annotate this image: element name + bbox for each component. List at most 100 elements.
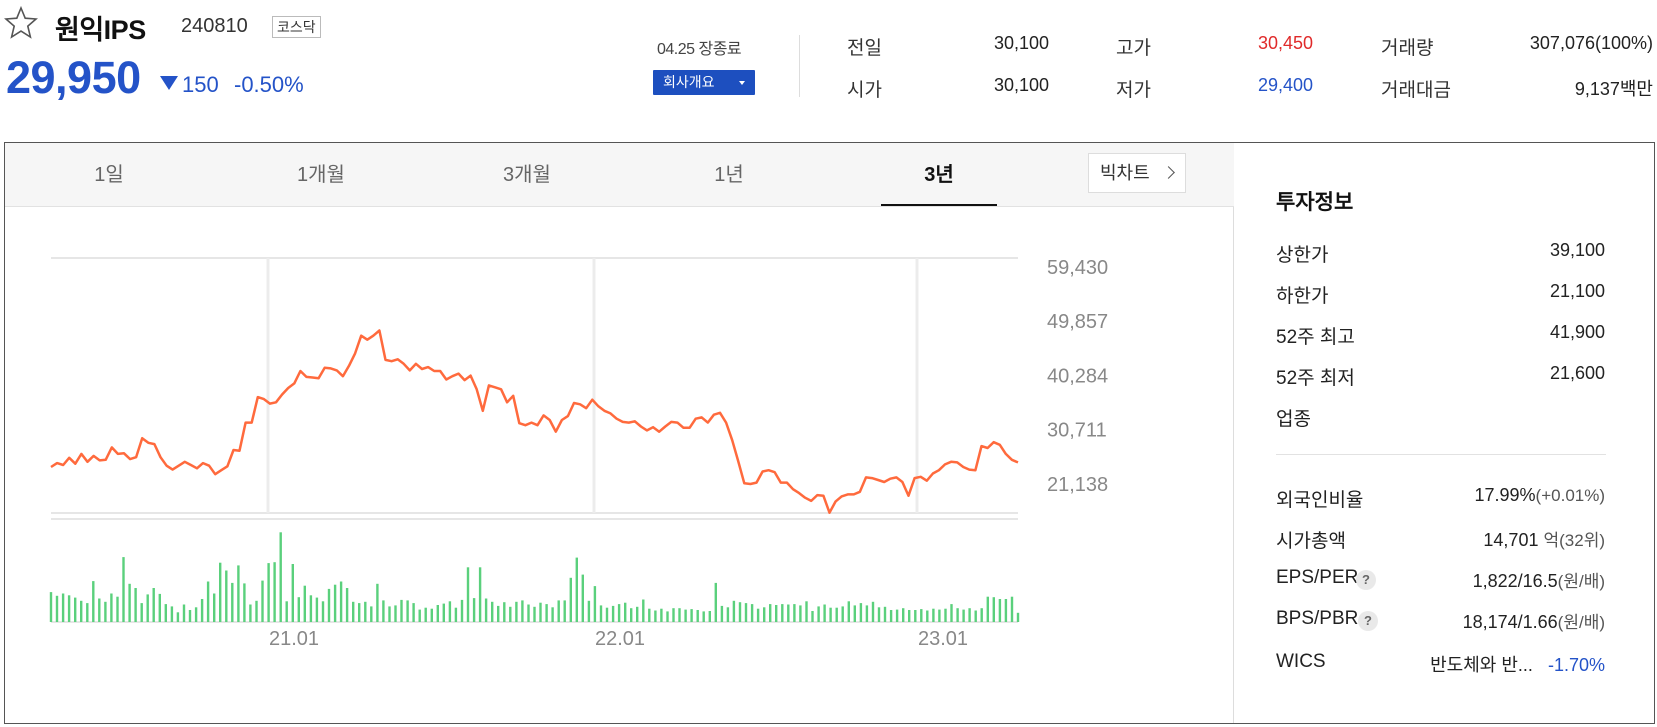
volume-bar bbox=[436, 605, 439, 622]
big-chart-button[interactable]: 빅차트 bbox=[1088, 153, 1186, 193]
open-label: 시가 bbox=[847, 80, 882, 101]
volume-bar bbox=[55, 595, 59, 622]
volume-bar bbox=[920, 609, 923, 622]
amount-value: 9,137백만 bbox=[1574, 79, 1653, 99]
volume-bar bbox=[581, 574, 584, 622]
price-chart[interactable]: 59,430 49,857 40,284 30,711 21,138 21.01 22.0… bbox=[5, 207, 1233, 723]
company-overview-label: 회사개요 bbox=[663, 74, 715, 90]
volume-bar bbox=[267, 563, 270, 622]
volume-bar bbox=[49, 592, 53, 622]
volume-bar bbox=[134, 588, 137, 622]
wics-label: WICS bbox=[1276, 651, 1326, 672]
volume-bar bbox=[182, 604, 186, 622]
volume-bar bbox=[400, 599, 403, 622]
high-label: 고가 bbox=[1116, 38, 1151, 59]
stock-name: 원익IPS bbox=[55, 15, 146, 45]
volume-bar bbox=[593, 586, 597, 622]
volume-bar bbox=[394, 605, 397, 622]
eps-per-number: 1,822/16.5 bbox=[1472, 571, 1558, 591]
volume-bar bbox=[998, 599, 1002, 622]
volume-bar bbox=[521, 600, 524, 622]
volume-bar bbox=[442, 603, 445, 622]
prev-close-label: 전일 bbox=[847, 38, 882, 59]
volume-bar bbox=[750, 604, 754, 622]
volume-bar bbox=[67, 595, 71, 622]
volume-bar bbox=[950, 604, 953, 622]
volume-bar bbox=[690, 609, 693, 622]
volume-bar bbox=[726, 607, 730, 622]
x-tick-label: 23.01 bbox=[918, 628, 968, 650]
volume-bar bbox=[61, 593, 65, 622]
volume-bar bbox=[152, 588, 155, 622]
volume-bar bbox=[859, 603, 863, 622]
volume-bar bbox=[769, 604, 772, 622]
company-overview-button[interactable]: 회사개요 bbox=[653, 70, 755, 95]
bps-help-icon[interactable]: ? bbox=[1358, 611, 1378, 631]
volume-value: 307,076(100%) bbox=[1529, 33, 1653, 53]
volume-bar bbox=[702, 611, 705, 622]
volume-bar bbox=[376, 583, 379, 622]
volume-bar bbox=[321, 601, 325, 622]
volume-bar bbox=[430, 608, 433, 622]
x-tick-label: 22.01 bbox=[595, 628, 645, 650]
volume-bar bbox=[738, 602, 742, 622]
volume-bar bbox=[98, 598, 101, 622]
price-tick-label: 49,857 bbox=[1047, 311, 1108, 333]
tab-1m[interactable]: 1개월 bbox=[297, 164, 345, 186]
market-cap-label: 시가총액 bbox=[1276, 531, 1346, 552]
volume-bar bbox=[285, 601, 288, 622]
tab-3y[interactable]: 3년 bbox=[924, 164, 954, 186]
volume-bar bbox=[895, 609, 899, 622]
period-tabs: 1일 1개월 3개월 1년 3년 빅차트 bbox=[5, 143, 1234, 207]
volume-bar bbox=[170, 606, 174, 622]
wics-industry[interactable]: 반도체와 반... bbox=[1430, 655, 1533, 675]
volume-bar bbox=[539, 602, 542, 622]
tab-1d[interactable]: 1일 bbox=[94, 164, 124, 186]
volume-bar bbox=[575, 557, 578, 622]
volume-bar bbox=[756, 608, 760, 622]
volume-bar bbox=[883, 606, 887, 622]
caret-down-icon bbox=[739, 81, 745, 85]
price-tick-label: 40,284 bbox=[1047, 365, 1108, 387]
volume-bar bbox=[279, 532, 282, 622]
current-price: 29,950 bbox=[6, 52, 141, 103]
volume-bar bbox=[454, 607, 458, 622]
volume-bar bbox=[352, 601, 355, 622]
tab-3m[interactable]: 3개월 bbox=[503, 164, 551, 186]
volume-bar bbox=[992, 597, 995, 622]
eps-per-label: EPS/PER bbox=[1276, 567, 1359, 588]
volume-bar bbox=[164, 604, 167, 622]
low-value: 29,400 bbox=[1257, 75, 1313, 95]
volume-bar bbox=[775, 605, 778, 622]
volume-bar bbox=[974, 610, 977, 622]
volume-bar bbox=[932, 608, 935, 622]
volume-bar bbox=[484, 598, 488, 622]
volume-bar bbox=[968, 608, 971, 622]
volume-bar bbox=[533, 606, 536, 622]
bps-pbr-value: 18,174/1.66(원/배) bbox=[1463, 608, 1605, 633]
volume-bar bbox=[315, 597, 319, 622]
favorite-star-icon[interactable] bbox=[4, 6, 38, 40]
volume-bar bbox=[412, 603, 415, 622]
volume-bar bbox=[309, 595, 313, 622]
volume-bar bbox=[817, 606, 820, 622]
volume-bar bbox=[853, 605, 856, 622]
upper-limit-value: 39,100 bbox=[1549, 240, 1605, 260]
volume-bar bbox=[146, 594, 149, 622]
volume-bar bbox=[944, 608, 947, 622]
volume-bar bbox=[914, 610, 917, 622]
eps-help-icon[interactable]: ? bbox=[1356, 570, 1376, 590]
volume-bar bbox=[877, 607, 881, 622]
volume-bar bbox=[865, 605, 869, 622]
volume-bar bbox=[714, 582, 717, 622]
volume-bar bbox=[491, 601, 494, 622]
market-cap-value: 14,701 억(32위) bbox=[1483, 526, 1605, 551]
volume-bar bbox=[938, 609, 941, 622]
volume-bar bbox=[273, 562, 276, 622]
eps-per-unit: (원/배) bbox=[1557, 572, 1605, 591]
volume-bar bbox=[466, 567, 470, 622]
volume-bar bbox=[605, 607, 609, 622]
volume-bar bbox=[370, 606, 373, 622]
tab-1y[interactable]: 1년 bbox=[714, 164, 744, 186]
foreign-ratio-label: 외국인비율 bbox=[1276, 490, 1364, 511]
